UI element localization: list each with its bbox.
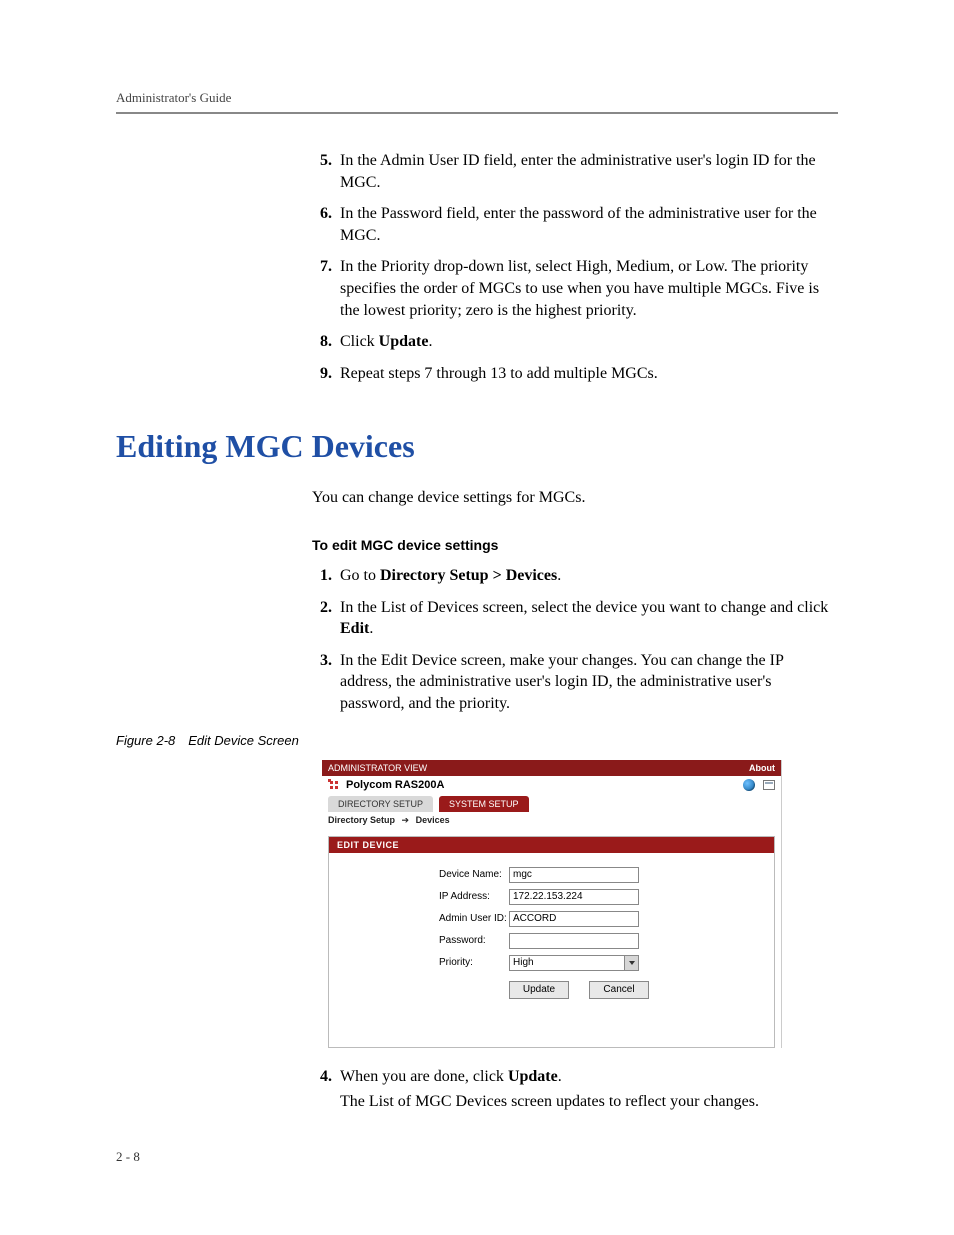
row-priority: Priority: High — [329, 955, 774, 971]
about-link[interactable]: About — [749, 763, 775, 773]
step-number: 2. — [312, 597, 340, 640]
cancel-button[interactable]: Cancel — [589, 981, 649, 999]
window-icon[interactable] — [763, 780, 775, 790]
step-8: 8. Click Update. — [312, 331, 838, 353]
label-device-name: Device Name: — [329, 869, 509, 880]
chevron-down-icon — [624, 956, 638, 970]
step-text: Go to Directory Setup > Devices. — [340, 565, 838, 587]
step-text: In the Priority drop-down list, select H… — [340, 256, 838, 321]
page-number: 2 - 8 — [116, 1149, 140, 1165]
input-admin-user[interactable] — [509, 911, 639, 927]
select-priority[interactable]: High — [509, 955, 639, 971]
section-heading: Editing MGC Devices — [116, 428, 838, 465]
admin-view-label: ADMINISTRATOR VIEW — [328, 763, 427, 773]
update-button[interactable]: Update — [509, 981, 569, 999]
step-number: 8. — [312, 331, 340, 353]
step-number: 4. — [312, 1066, 340, 1113]
breadcrumb-root[interactable]: Directory Setup — [328, 815, 395, 825]
row-password: Password: — [329, 933, 774, 949]
row-admin-user: Admin User ID: — [329, 911, 774, 927]
running-header: Administrator's Guide — [116, 90, 838, 106]
polycom-logo-icon — [328, 779, 340, 791]
steps-block-c: 4. When you are done, click Update. The … — [312, 1066, 838, 1113]
page: Administrator's Guide 5. In the Admin Us… — [0, 0, 954, 1235]
label-priority: Priority: — [329, 957, 509, 968]
label-admin-user: Admin User ID: — [329, 913, 509, 924]
text-bold: Update — [379, 333, 429, 350]
step-text: In the Admin User ID field, enter the ad… — [340, 150, 838, 193]
text-post: . — [428, 333, 432, 350]
step-7: 7. In the Priority drop-down list, selec… — [312, 256, 838, 321]
text-bold: Update — [508, 1068, 558, 1085]
section-intro: You can change device settings for MGCs. — [312, 487, 838, 509]
breadcrumb: Directory Setup ➔ Devices — [322, 812, 781, 832]
edit-device-form: Device Name: IP Address: Admin User ID: … — [329, 853, 774, 1007]
tabs: DIRECTORY SETUP SYSTEM SETUP — [322, 794, 781, 812]
step-number: 5. — [312, 150, 340, 193]
step-1: 1. Go to Directory Setup > Devices. — [312, 565, 838, 587]
step-3: 3. In the Edit Device screen, make your … — [312, 650, 838, 715]
text-pre: In the List of Devices screen, select th… — [340, 599, 828, 616]
step-2: 2. In the List of Devices screen, select… — [312, 597, 838, 640]
step-number: 6. — [312, 203, 340, 246]
text-bold: Directory Setup > Devices — [380, 567, 557, 584]
steps-block-a: 5. In the Admin User ID field, enter the… — [312, 150, 838, 384]
step-text: Repeat steps 7 through 13 to add multipl… — [340, 363, 838, 385]
step-number: 3. — [312, 650, 340, 715]
shot-topbar: ADMINISTRATOR VIEW About — [322, 760, 781, 776]
label-ip: IP Address: — [329, 891, 509, 902]
text-post: . — [557, 567, 561, 584]
tab-directory-setup[interactable]: DIRECTORY SETUP — [328, 796, 433, 812]
step-text: When you are done, click Update. The Lis… — [340, 1066, 838, 1113]
step-number: 7. — [312, 256, 340, 321]
figure-caption: Figure 2-8 Edit Device Screen — [116, 733, 838, 748]
panel-title: EDIT DEVICE — [329, 837, 774, 853]
label-password: Password: — [329, 935, 509, 946]
text-post: . — [558, 1068, 562, 1085]
select-priority-value: High — [510, 956, 624, 970]
tab-system-setup[interactable]: SYSTEM SETUP — [439, 796, 529, 812]
breadcrumb-leaf: Devices — [416, 815, 450, 825]
shot-titlebar: Polycom RAS200A — [322, 776, 781, 794]
steps-block-b: 1. Go to Directory Setup > Devices. 2. I… — [312, 565, 838, 715]
step-text: In the Edit Device screen, make your cha… — [340, 650, 838, 715]
procedure-subhead: To edit MGC device settings — [312, 537, 838, 553]
input-device-name[interactable] — [509, 867, 639, 883]
input-password[interactable] — [509, 933, 639, 949]
step-5: 5. In the Admin User ID field, enter the… — [312, 150, 838, 193]
breadcrumb-arrow-icon: ➔ — [402, 815, 410, 825]
step-text: In the List of Devices screen, select th… — [340, 597, 838, 640]
step-extra: The List of MGC Devices screen updates t… — [340, 1091, 838, 1113]
step-9: 9. Repeat steps 7 through 13 to add mult… — [312, 363, 838, 385]
text-pre: Go to — [340, 567, 380, 584]
edit-device-panel: EDIT DEVICE Device Name: IP Address: Adm… — [328, 836, 775, 1048]
help-globe-icon[interactable] — [743, 779, 755, 791]
text-pre: Click — [340, 333, 379, 350]
step-number: 9. — [312, 363, 340, 385]
text-post: . — [369, 620, 373, 637]
step-text: Click Update. — [340, 331, 838, 353]
text-pre: When you are done, click — [340, 1068, 508, 1085]
header-rule — [116, 112, 838, 114]
text-bold: Edit — [340, 620, 369, 637]
step-text: In the Password field, enter the passwor… — [340, 203, 838, 246]
step-6: 6. In the Password field, enter the pass… — [312, 203, 838, 246]
input-ip[interactable] — [509, 889, 639, 905]
button-row: Update Cancel — [509, 981, 774, 999]
row-ip: IP Address: — [329, 889, 774, 905]
edit-device-screenshot: ADMINISTRATOR VIEW About Polycom RAS200A… — [322, 760, 782, 1048]
step-4: 4. When you are done, click Update. The … — [312, 1066, 838, 1113]
row-device-name: Device Name: — [329, 867, 774, 883]
brand-label: Polycom RAS200A — [346, 779, 444, 791]
step-number: 1. — [312, 565, 340, 587]
